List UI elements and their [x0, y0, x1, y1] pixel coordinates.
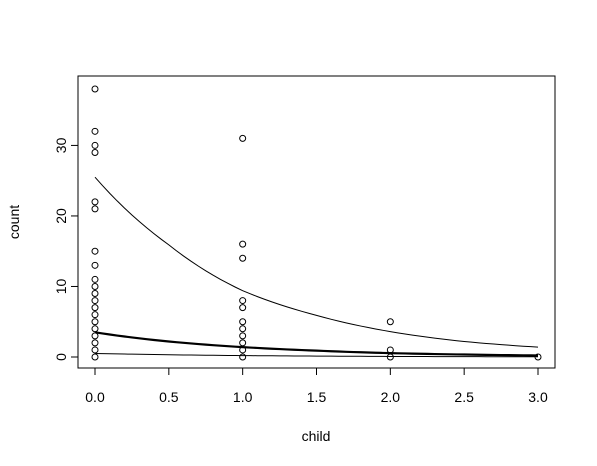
data-point: [91, 353, 99, 361]
plot-box: [77, 75, 556, 369]
data-point: [91, 261, 99, 269]
x-tick-label: 2.0: [381, 389, 401, 405]
data-point: [91, 318, 99, 326]
x-tick-label: 1.0: [233, 389, 253, 405]
data-point: [534, 353, 542, 361]
data-point: [239, 325, 247, 333]
data-point: [239, 304, 247, 312]
data-point: [239, 353, 247, 361]
y-tick-label: 30: [53, 137, 69, 153]
data-point: [239, 297, 247, 305]
data-point: [91, 247, 99, 255]
data-point: [91, 282, 99, 290]
x-tick-label: 2.5: [454, 389, 474, 405]
data-point: [239, 318, 247, 326]
data-point: [91, 85, 99, 93]
y-tick-label: 20: [53, 208, 69, 224]
y-axis-title: count: [6, 205, 22, 239]
x-tick-label: 0.5: [159, 389, 179, 405]
data-point: [91, 339, 99, 347]
data-point: [239, 339, 247, 347]
data-point: [239, 134, 247, 142]
data-point: [239, 240, 247, 248]
data-point: [91, 148, 99, 156]
data-point: [239, 332, 247, 340]
data-point: [91, 304, 99, 312]
data-point: [386, 346, 394, 354]
fitted-curve-3: [94, 352, 539, 358]
data-point: [91, 346, 99, 354]
data-point: [91, 297, 99, 305]
data-point: [91, 127, 99, 135]
data-point: [91, 332, 99, 340]
data-point: [91, 325, 99, 333]
fitted-curve-1: [94, 176, 539, 348]
y-tick-label: 0: [53, 353, 69, 361]
y-tick-label: 10: [53, 278, 69, 294]
data-point: [91, 275, 99, 283]
x-tick-label: 3.0: [528, 389, 548, 405]
data-point: [91, 205, 99, 213]
data-point: [91, 198, 99, 206]
fitted-curve-2: [94, 331, 539, 357]
data-point: [386, 318, 394, 326]
fitted-curves: [94, 176, 539, 358]
data-point: [91, 311, 99, 319]
data-point: [386, 353, 394, 361]
data-point: [239, 346, 247, 354]
x-tick-label: 1.5: [307, 389, 327, 405]
x-axis-title: child: [302, 428, 331, 444]
x-axis: 0.0 0.5 1.0 1.5 2.0 2.5 3.0: [85, 367, 548, 405]
data-point: [91, 290, 99, 298]
y-axis: 0 10 20 30: [53, 137, 79, 361]
x-tick-label: 0.0: [85, 389, 105, 405]
data-points: [91, 85, 542, 361]
data-point: [239, 254, 247, 262]
data-point: [91, 141, 99, 149]
